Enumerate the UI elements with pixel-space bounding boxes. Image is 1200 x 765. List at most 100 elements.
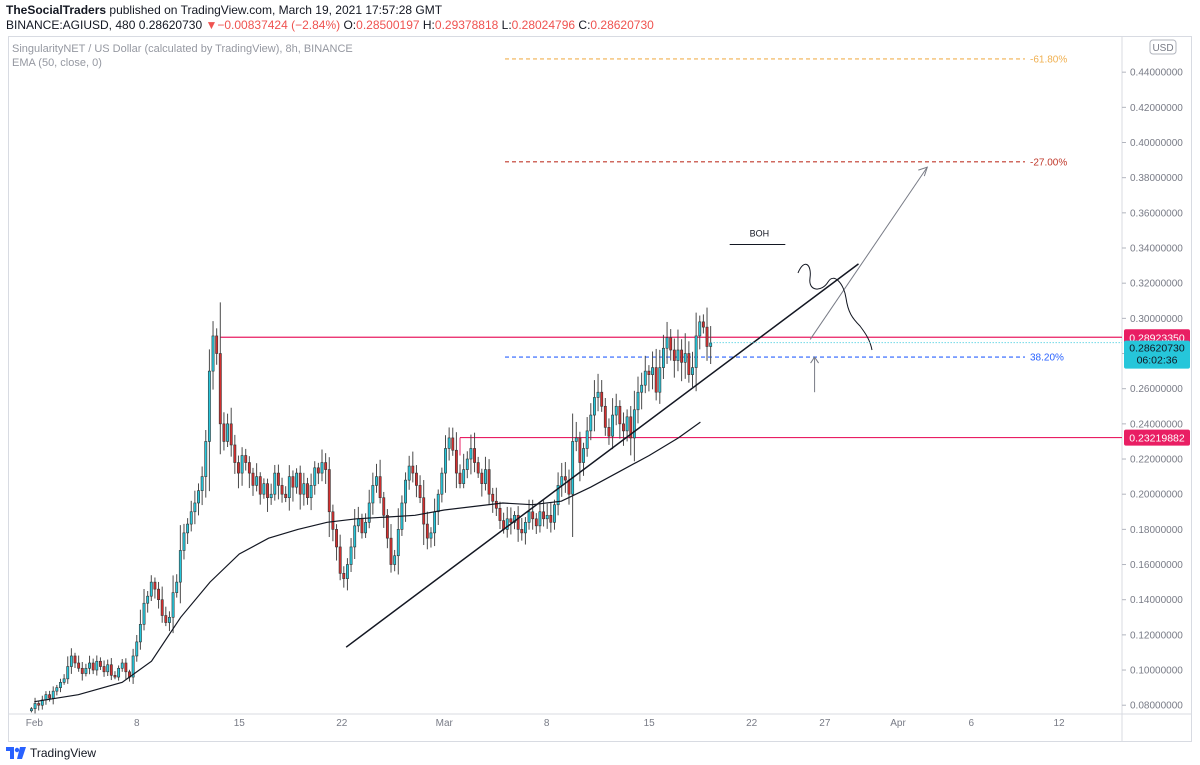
candle: [567, 479, 571, 495]
last-price-label-bg: [1124, 340, 1190, 369]
candle: [146, 595, 150, 604]
candle: [498, 507, 502, 521]
boh-label: BOH: [750, 228, 770, 238]
candle: [574, 437, 578, 442]
footer-brand[interactable]: TradingView: [30, 746, 97, 760]
time-tick-label: Apr: [890, 718, 906, 729]
candle: [316, 467, 320, 474]
candle: [694, 335, 698, 368]
candle: [327, 469, 331, 513]
time-tick-label: Feb: [26, 718, 44, 729]
candle: [385, 514, 389, 539]
candle: [273, 472, 277, 495]
candle: [520, 529, 524, 534]
price-tick-label: 0.16000000: [1130, 560, 1183, 571]
candle: [240, 455, 244, 474]
candle: [509, 518, 513, 523]
candle: [491, 493, 495, 502]
candle: [247, 462, 251, 474]
candle: [324, 462, 328, 470]
candle: [88, 662, 91, 669]
candle: [571, 441, 575, 495]
price-tick-label: 0.14000000: [1130, 595, 1183, 606]
candle: [513, 514, 516, 523]
candle: [120, 662, 124, 669]
candle: [367, 502, 371, 523]
candle: [651, 367, 654, 375]
price-tick-label: 0.40000000: [1130, 138, 1183, 149]
time-tick-label: 8: [544, 718, 550, 729]
candle: [473, 448, 476, 463]
candle: [80, 667, 84, 674]
candle: [193, 502, 197, 513]
candle: [287, 476, 291, 499]
candle: [553, 504, 556, 523]
legend-title: SingularityNET / US Dollar (calculated b…: [12, 43, 353, 55]
candle: [632, 409, 636, 439]
candle: [614, 405, 618, 416]
price-tick-label: 0.18000000: [1130, 525, 1183, 536]
candle: [407, 465, 411, 481]
candle: [29, 708, 33, 712]
candle: [418, 485, 422, 499]
candle: [251, 472, 255, 486]
candle: [425, 523, 429, 539]
candle: [269, 493, 273, 499]
candle: [422, 497, 426, 525]
candle: [320, 462, 324, 474]
candle: [48, 694, 52, 699]
candle: [77, 662, 81, 669]
candle: [654, 367, 658, 393]
candle: [295, 472, 299, 488]
currency-badge-label: USD: [1152, 43, 1173, 54]
tradingview-logo-icon[interactable]: [6, 747, 26, 759]
candle: [542, 511, 545, 520]
ascending-trendline: [345, 263, 859, 648]
candle: [683, 353, 687, 363]
fib-level-label: 38.20%: [1030, 353, 1064, 364]
candle: [603, 405, 607, 428]
candle: [625, 416, 629, 432]
candle: [164, 615, 168, 623]
candle: [527, 511, 531, 523]
candle: [415, 472, 418, 486]
support-price-label: 0.23219882: [1129, 433, 1185, 445]
candle: [244, 455, 248, 463]
ema-line: [34, 421, 701, 703]
candle: [636, 391, 640, 411]
price-tick-label: 0.34000000: [1130, 244, 1183, 255]
time-tick-label: Mar: [436, 718, 454, 729]
candle: [672, 349, 676, 361]
candle: [494, 500, 498, 509]
time-tick-label: 6: [968, 718, 974, 729]
candle: [534, 518, 538, 527]
candle: [106, 664, 110, 673]
publisher-name[interactable]: TheSocialTraders: [6, 3, 107, 17]
candle: [73, 655, 77, 664]
candle: [207, 370, 211, 442]
candle: [142, 602, 146, 625]
chart-frame[interactable]: [8, 36, 1192, 742]
candle: [37, 703, 41, 706]
candle: [117, 667, 121, 678]
candle: [545, 514, 549, 520]
candle: [538, 511, 542, 527]
candle: [280, 485, 284, 495]
price-tick-label: 0.44000000: [1130, 68, 1183, 79]
price-tick-label: 0.22000000: [1130, 455, 1183, 466]
wave-drawing: [797, 263, 873, 351]
candle: [62, 678, 66, 683]
price-tick-label: 0.38000000: [1130, 173, 1183, 184]
candle: [222, 423, 226, 442]
candle: [226, 423, 229, 442]
candle: [109, 664, 113, 676]
candle: [138, 624, 142, 643]
candle: [266, 483, 269, 499]
price-tick-label: 0.26000000: [1130, 384, 1183, 395]
candle: [600, 391, 604, 407]
candle: [69, 655, 73, 667]
change-arrow-icon: ▼: [205, 18, 218, 32]
candle: [709, 342, 713, 347]
candle: [360, 518, 364, 534]
